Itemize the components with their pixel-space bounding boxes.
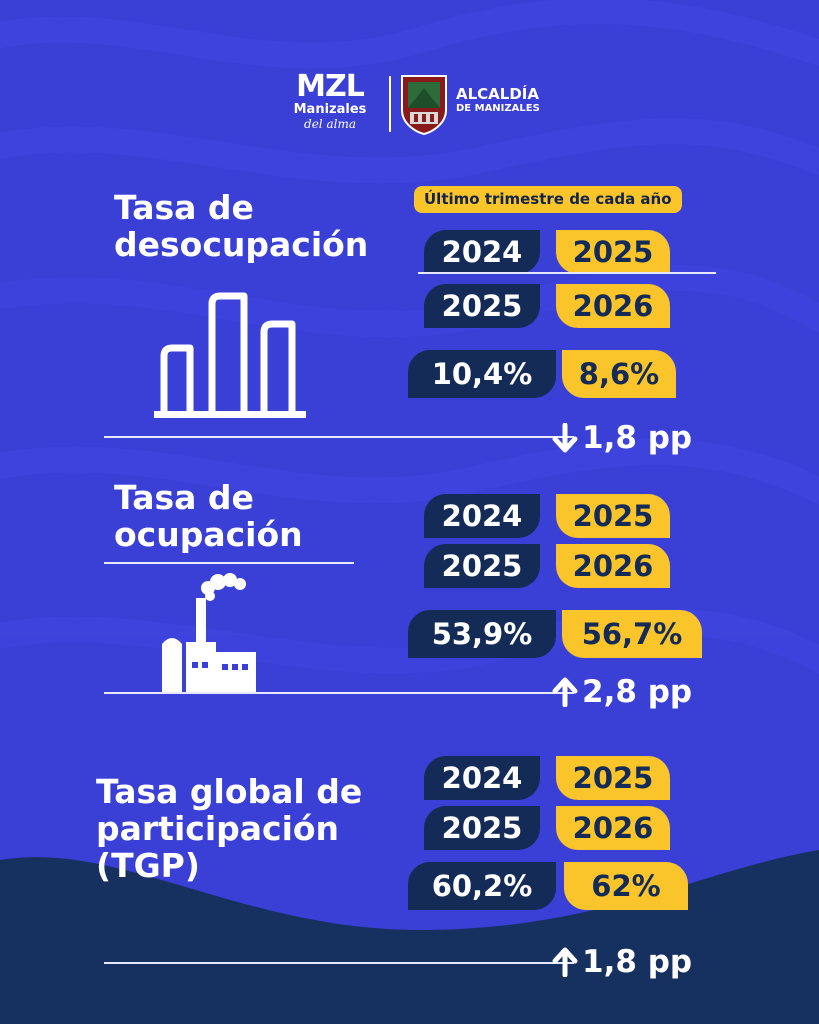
change-indicator: 1,8 pp (552, 418, 692, 458)
factory-icon (162, 573, 256, 694)
section-underline (104, 962, 574, 964)
year-prev-row2: 2025 (424, 544, 540, 588)
bar-chart-icon (154, 292, 306, 418)
section-underline (104, 436, 574, 438)
mzl-logo: MZL Manizales del alma (270, 69, 390, 131)
value-prev: 10,4% (408, 350, 556, 398)
coat-of-arms-icon (401, 75, 447, 136)
mzl-logo-name: Manizales (293, 102, 367, 117)
arrow-down-icon (552, 423, 578, 453)
title-line: Tasa de (114, 478, 254, 517)
arrow-up-icon (552, 947, 578, 977)
section-title-underline (104, 562, 354, 564)
divider-line (418, 272, 716, 274)
alcaldia-subtitle: DE MANIZALES (456, 102, 540, 114)
year-curr-row1: 2025 (556, 230, 670, 274)
change-value: 1,8 pp (582, 944, 693, 980)
year-prev-row1: 2024 (424, 230, 540, 274)
arrow-up-icon (552, 677, 578, 707)
year-prev-row2: 2025 (424, 284, 540, 328)
change-value: 1,8 pp (582, 420, 693, 456)
year-prev-row1: 2024 (424, 756, 540, 800)
title-line: desocupación (114, 224, 369, 264)
title-line: Tasa global de (96, 772, 363, 811)
change-indicator: 2,8 pp (552, 672, 692, 712)
year-curr-row2: 2026 (556, 284, 670, 328)
value-prev: 60,2% (408, 862, 556, 910)
period-badge: Último trimestre de cada año (414, 186, 682, 213)
header-divider (389, 76, 391, 132)
change-indicator: 1,8 pp (552, 942, 692, 982)
title-line: (TGP) (96, 845, 200, 885)
mzl-logo-mark: MZL (296, 69, 365, 104)
title-line: participación (96, 808, 340, 848)
year-curr-row2: 2026 (556, 544, 670, 588)
year-prev-row2: 2025 (424, 806, 540, 850)
mzl-logo-tagline: del alma (304, 117, 356, 131)
change-value: 2,8 pp (582, 674, 693, 710)
value-curr: 56,7% (562, 610, 702, 658)
year-curr-row2: 2026 (556, 806, 670, 850)
year-prev-row1: 2024 (424, 494, 540, 538)
section-title-desocupacion: Tasa de desocupación (114, 188, 369, 264)
title-line: Tasa de (114, 188, 254, 227)
section-title-ocupacion: Tasa de ocupación (114, 478, 303, 554)
section-title-tgp: Tasa global de participación (TGP) (96, 772, 363, 885)
alcaldia-logo: ALCALDÍA DE MANIZALES (456, 86, 540, 114)
year-curr-row1: 2025 (556, 756, 670, 800)
section-underline (104, 692, 574, 694)
value-prev: 53,9% (408, 610, 556, 658)
value-curr: 8,6% (562, 350, 676, 398)
value-curr: 62% (564, 862, 688, 910)
title-line: ocupación (114, 514, 303, 554)
alcaldia-title: ALCALDÍA (456, 85, 539, 103)
year-curr-row1: 2025 (556, 494, 670, 538)
